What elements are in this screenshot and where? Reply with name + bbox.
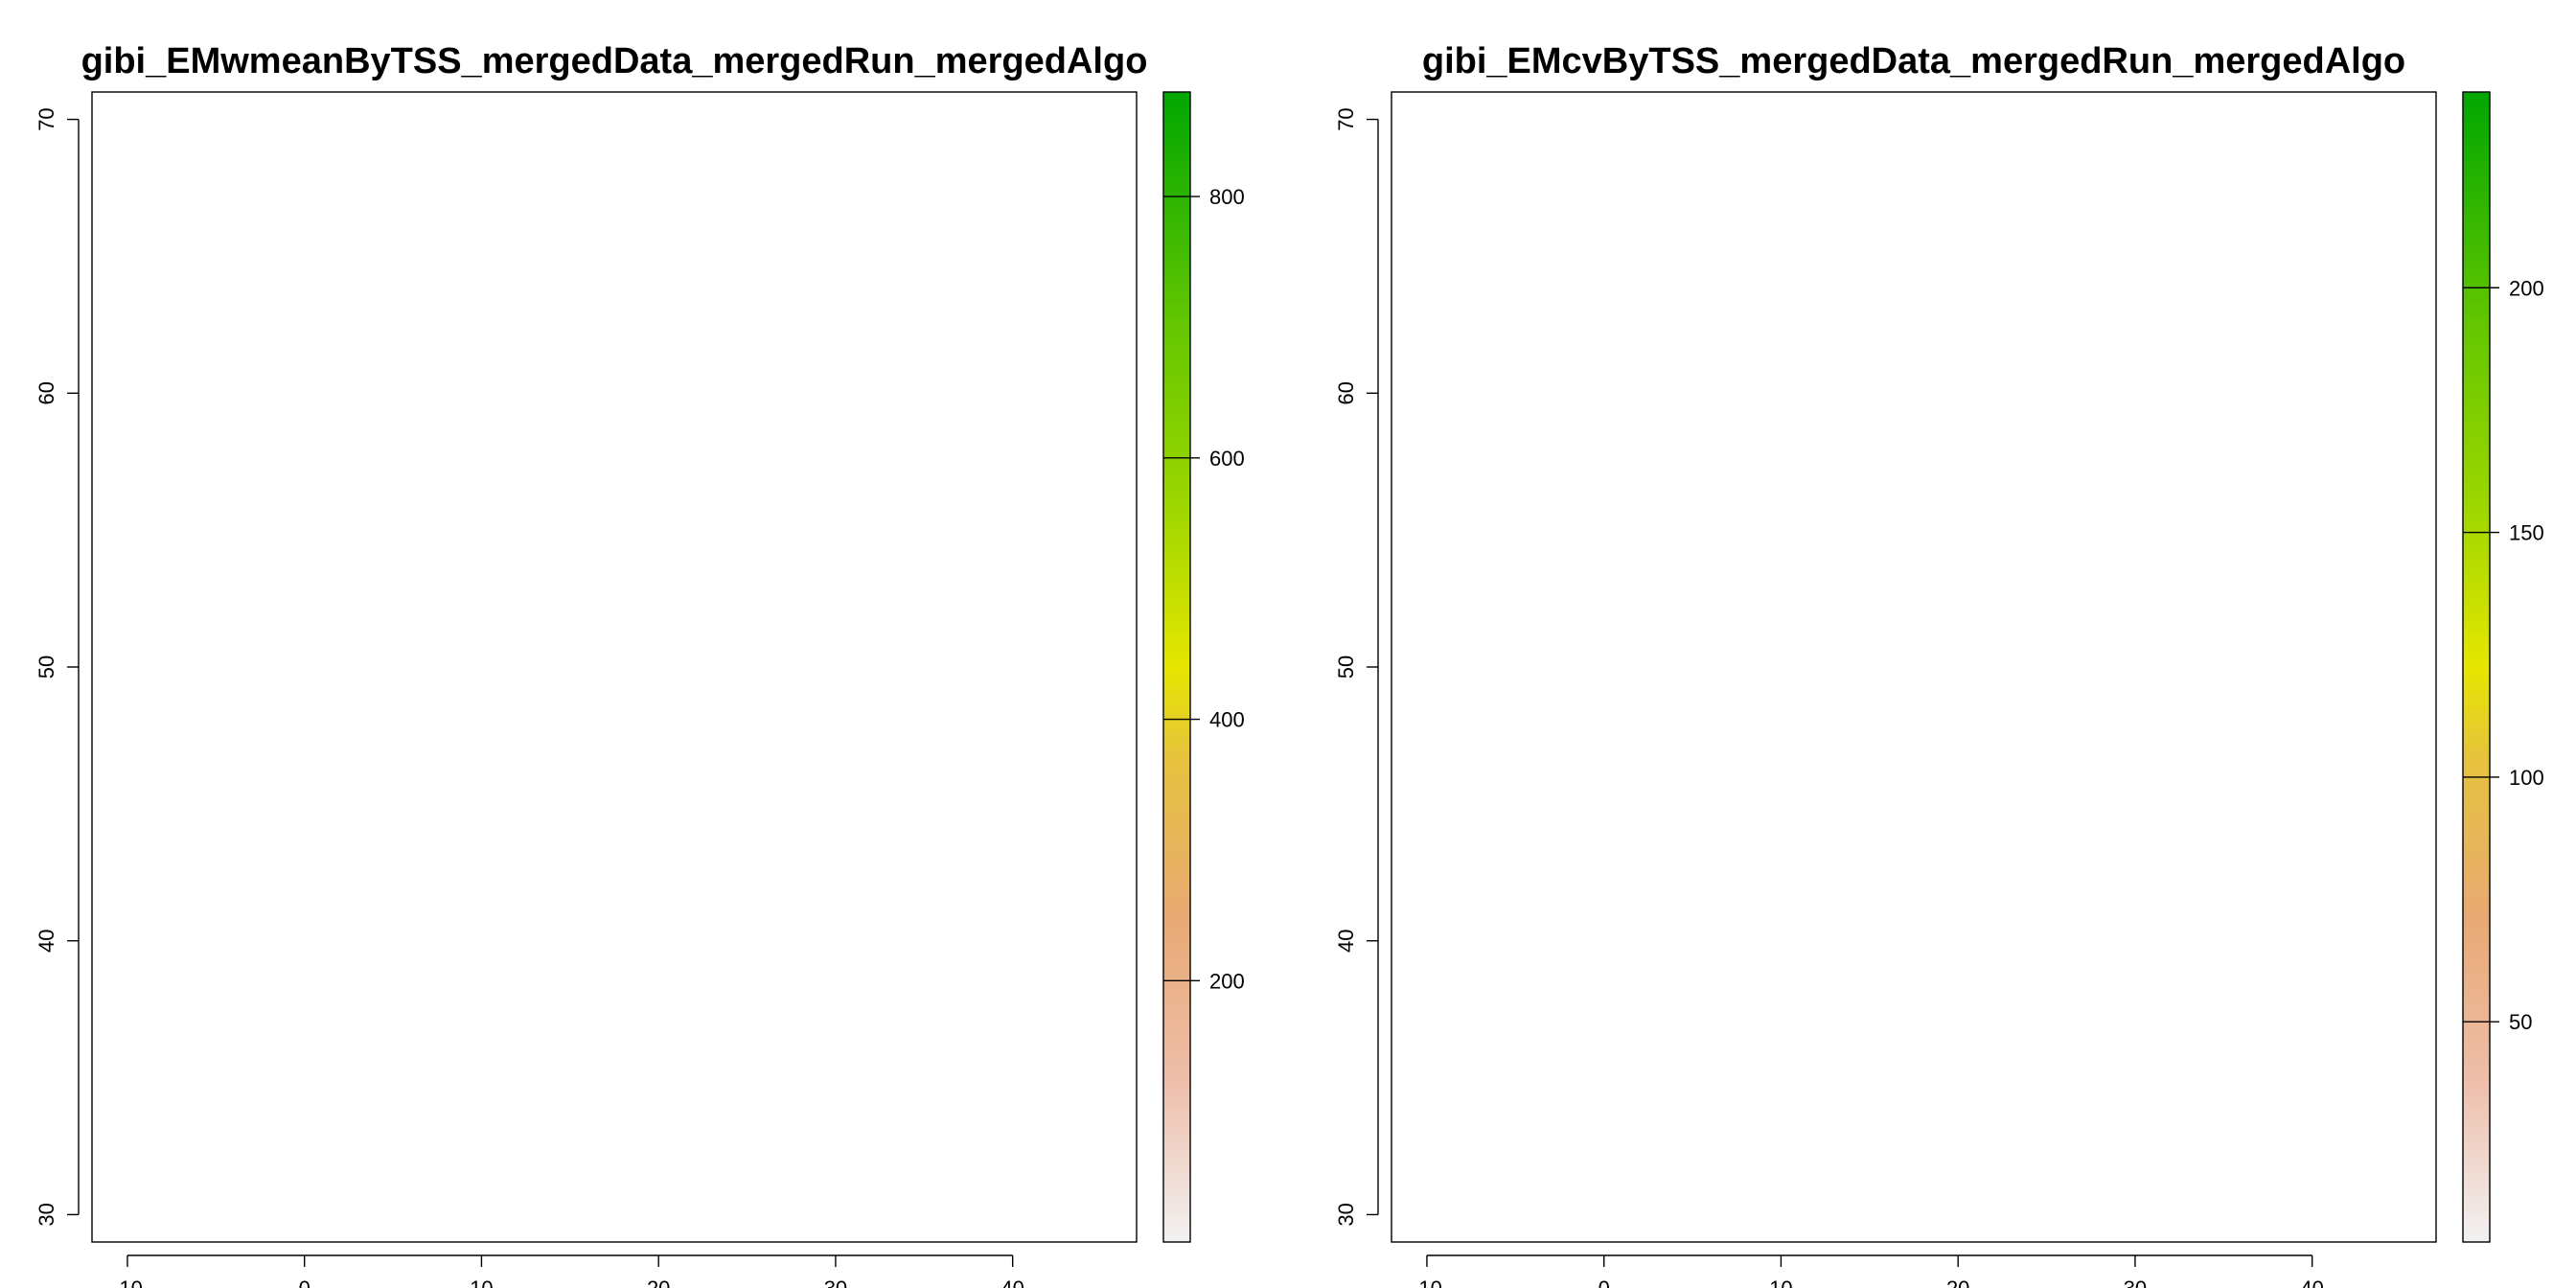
y-tick-label-wmean-0: 30 (34, 1203, 58, 1226)
y-tick-label-cv-2: 50 (1334, 656, 1358, 678)
y-tick-label-cv-4: 70 (1334, 107, 1358, 130)
colorbar-ramp-cv (2463, 92, 2490, 1242)
colorbar-tick-label-wmean-3: 800 (1209, 185, 1245, 209)
x-axis-cv: -10 0 10 20 30 40 (1412, 1254, 2324, 1288)
colorbar-tick-label-wmean-2: 600 (1209, 447, 1245, 471)
colorbar-tick-label-wmean-1: 400 (1209, 708, 1245, 732)
x-tick-label-wmean-4: 30 (824, 1276, 847, 1288)
y-tick-label-cv-0: 30 (1334, 1203, 1358, 1226)
colorbar-tick-label-wmean-0: 200 (1209, 969, 1245, 993)
heatmap-cv (1392, 169, 2436, 1242)
colorbar-tick-label-cv-3: 200 (2509, 276, 2544, 300)
panel-wmean: gibi_EMwmeanByTSS_mergedData_mergedRun_m… (34, 41, 1245, 1288)
y-tick-label-wmean-3: 60 (34, 381, 58, 404)
colorbar-ramp-wmean (1163, 92, 1190, 1242)
colorbar-wmean: 200 400 600 800 (1162, 91, 1245, 1243)
plot-frame-wmean (91, 91, 1138, 1243)
colorbar-tick-label-cv-2: 150 (2509, 521, 2544, 545)
x-tick-label-cv-4: 30 (2124, 1276, 2147, 1288)
y-axis-cv: 30 40 50 60 70 (1334, 107, 1379, 1227)
x-tick-label-cv-1: 0 (1598, 1276, 1610, 1288)
x-tick-label-cv-3: 20 (1946, 1276, 1969, 1288)
x-tick-label-cv-5: 40 (2300, 1276, 2323, 1288)
heatmap-wmean (92, 169, 1137, 1242)
panel-cv: gibi_EMcvByTSS_mergedData_mergedRun_merg… (1334, 41, 2544, 1288)
panel-title-wmean: gibi_EMwmeanByTSS_mergedData_mergedRun_m… (81, 41, 1148, 81)
plot-frame-cv (1391, 91, 2437, 1243)
y-tick-label-wmean-4: 70 (34, 107, 58, 130)
x-axis-wmean: -10 0 10 20 30 40 (112, 1254, 1024, 1288)
x-tick-label-wmean-3: 20 (647, 1276, 670, 1288)
x-tick-label-wmean-2: 10 (470, 1276, 493, 1288)
x-tick-label-wmean-0: -10 (112, 1276, 143, 1288)
colorbar-tick-label-cv-0: 50 (2509, 1010, 2532, 1034)
x-tick-label-cv-2: 10 (1769, 1276, 1792, 1288)
panel-title-cv: gibi_EMcvByTSS_mergedData_mergedRun_merg… (1422, 41, 2405, 81)
y-tick-label-cv-1: 40 (1334, 929, 1358, 952)
y-tick-label-wmean-2: 50 (34, 656, 58, 678)
colorbar-tick-label-cv-1: 100 (2509, 766, 2544, 790)
y-axis-wmean: 30 40 50 60 70 (34, 107, 80, 1227)
x-tick-label-wmean-1: 0 (299, 1276, 310, 1288)
x-tick-label-wmean-5: 40 (1000, 1276, 1024, 1288)
x-tick-label-cv-0: -10 (1412, 1276, 1442, 1288)
y-tick-label-wmean-1: 40 (34, 929, 58, 952)
colorbar-cv: 50 100 150 200 (2462, 91, 2544, 1243)
y-tick-label-cv-3: 60 (1334, 381, 1358, 404)
